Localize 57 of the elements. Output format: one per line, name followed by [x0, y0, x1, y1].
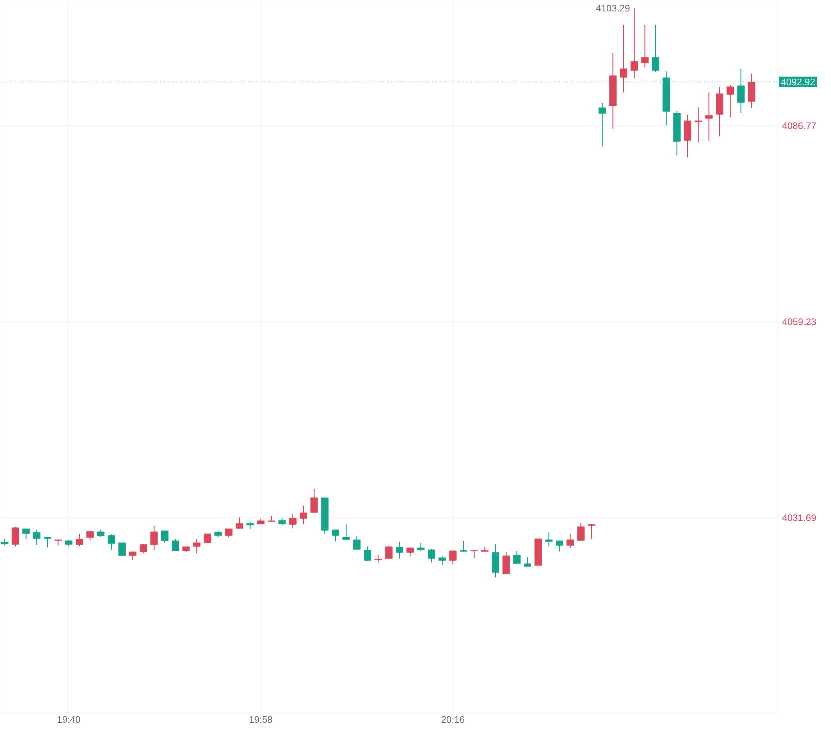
y-tick-label: 4086.77: [782, 122, 816, 130]
candlestick: [310, 488, 318, 514]
candlestick: [332, 530, 340, 542]
candlestick: [449, 550, 457, 566]
candlestick: [460, 540, 468, 552]
candlestick: [694, 107, 702, 144]
candlestick: [470, 550, 478, 558]
candlestick: [652, 24, 660, 73]
candlestick: [620, 24, 628, 94]
x-tick-label: 19:58: [250, 716, 272, 724]
candlestick: [641, 24, 649, 68]
candlestick: [748, 73, 756, 109]
y-tick-label: 4031.69: [782, 514, 816, 522]
candlestick: [438, 556, 446, 566]
x-tick-label: 19:40: [58, 716, 80, 724]
candlestick: [566, 534, 574, 548]
candlestick: [289, 514, 297, 530]
candlestick: [630, 8, 638, 80]
candlestick: [76, 534, 84, 548]
candlestick: [108, 534, 116, 550]
candlestick: [193, 538, 201, 554]
candlestick: [684, 114, 692, 158]
candlestick: [204, 534, 212, 544]
candlestick: [353, 536, 361, 550]
candlestick: [150, 526, 158, 550]
candlestick: [342, 524, 350, 540]
candlestick: [502, 552, 510, 575]
candlestick: [588, 524, 596, 540]
ref-line-label: 4092.92: [781, 78, 815, 86]
candlestick: [428, 548, 436, 564]
candlestick: [300, 506, 308, 525]
candlestick: [22, 528, 30, 540]
candlestick: [577, 522, 585, 542]
y-tick-label: 4059.23: [782, 318, 816, 326]
candlestick: [513, 550, 521, 564]
candlestick: [54, 540, 62, 546]
candlestick: [726, 84, 734, 118]
x-tick-label: 20:16: [442, 716, 465, 724]
candlestick: [236, 517, 244, 530]
candlestick: [140, 544, 148, 554]
candlestick: [161, 530, 169, 544]
candlestick: [492, 544, 500, 578]
candlestick: [598, 102, 606, 148]
candlestick: [716, 86, 724, 138]
candlestick: [172, 538, 180, 552]
candlestick: [33, 530, 41, 546]
candlestick: [545, 532, 553, 548]
candlestick: [364, 546, 372, 562]
candlestick: [556, 540, 564, 552]
annotation: 4103.29: [596, 5, 630, 12]
candlestick: [118, 542, 126, 556]
candlestick: [86, 531, 94, 542]
candlestick: [524, 556, 532, 568]
candlestick: [385, 546, 393, 560]
candlestick: [396, 542, 404, 560]
candlestick: [705, 92, 713, 142]
candlestick: [12, 526, 20, 548]
